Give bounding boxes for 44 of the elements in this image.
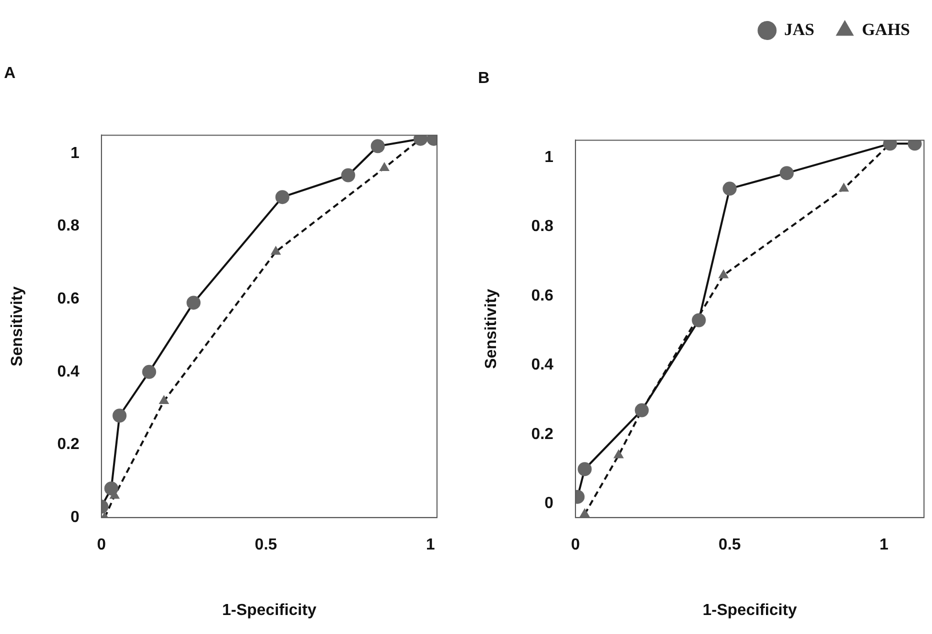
point (341, 168, 356, 182)
point (692, 313, 706, 328)
x-tick-label: 0.5 (254, 536, 278, 554)
point (578, 462, 592, 476)
point (370, 139, 385, 154)
y-tick-label: 0.2 (57, 436, 80, 454)
point (104, 481, 118, 496)
y-axis-title: Sensitivity (483, 288, 500, 369)
y-tick-label: 0.2 (531, 426, 554, 443)
y-tick-label: 0 (544, 495, 554, 512)
y-tick-label: 0.8 (57, 218, 80, 235)
point (614, 450, 624, 458)
y-tick-label: 0.4 (531, 356, 554, 374)
legend-label: GAHS (862, 20, 910, 39)
y-axis-title: Sensitivity (9, 286, 26, 366)
x-axis-title: 1-Specificity (222, 602, 316, 619)
x-tick-label: 1 (426, 536, 435, 554)
point (634, 403, 649, 418)
y-tick-label: 1 (544, 148, 554, 166)
x-axis-title: 1-Specificity (702, 602, 797, 619)
point (275, 190, 290, 204)
y-tick-label: 0.8 (531, 218, 554, 236)
y-tick-label: 0.4 (57, 363, 80, 380)
point (580, 509, 590, 518)
chart-title: B (478, 70, 490, 88)
point (780, 166, 794, 180)
chart-title: A (4, 65, 16, 82)
point (159, 396, 168, 404)
point (839, 184, 848, 192)
point (271, 246, 280, 255)
y-tick-label: 0.6 (57, 290, 80, 308)
point (112, 408, 127, 423)
x-tick-label: 0 (570, 536, 580, 554)
y-tick-label: 0 (70, 509, 80, 526)
point (186, 296, 201, 310)
point (142, 364, 156, 379)
y-tick-label: 0.6 (531, 287, 554, 304)
x-tick-label: 0 (96, 536, 106, 554)
legend-label: JAS (784, 20, 814, 39)
point (719, 270, 728, 278)
x-tick-label: 0.5 (718, 536, 741, 554)
x-tick-label: 1 (879, 536, 888, 554)
y-tick-label: 1 (70, 144, 80, 162)
point (722, 182, 737, 196)
